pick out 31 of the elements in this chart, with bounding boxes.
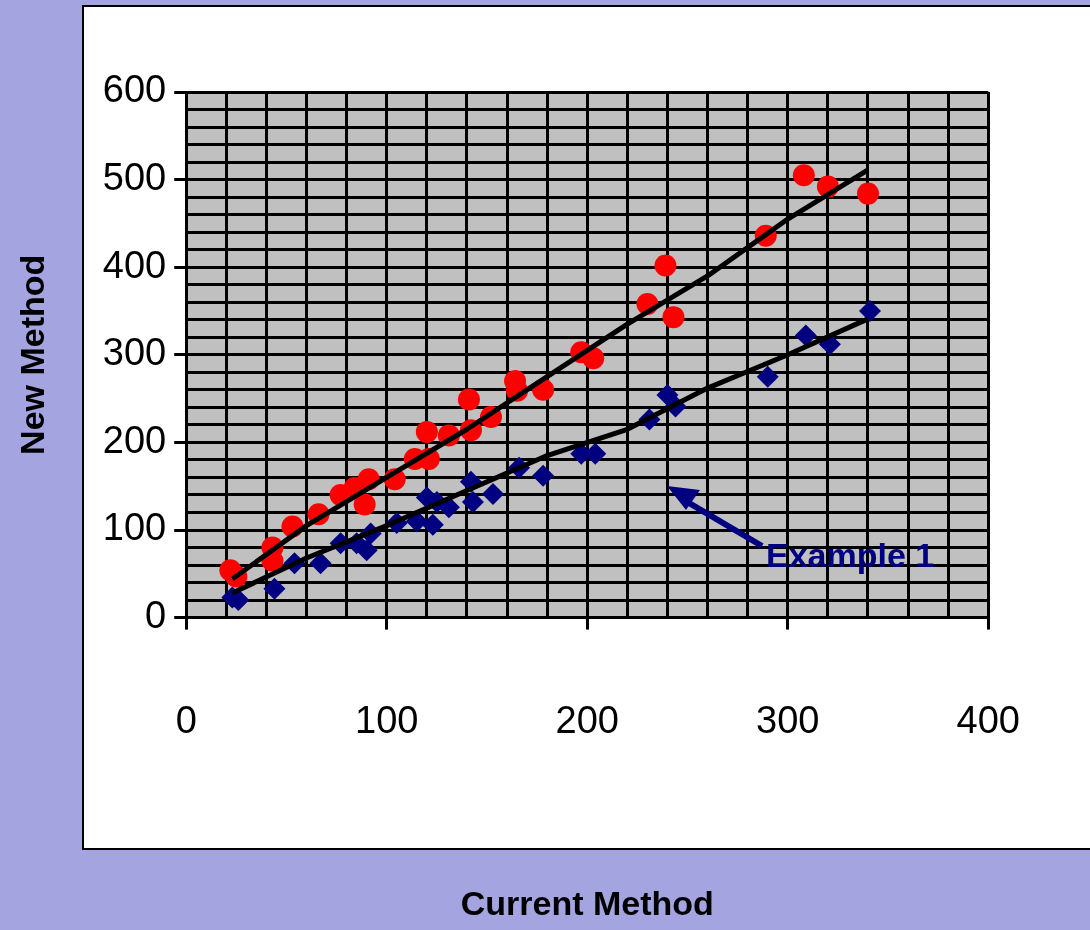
y-axis-title: New Method xyxy=(12,254,51,455)
x-tick-label: 400 xyxy=(956,698,1020,741)
x-tick-label: 200 xyxy=(555,698,619,741)
point xyxy=(756,365,779,388)
point xyxy=(309,552,332,575)
y-tick-label: 0 xyxy=(145,594,167,637)
y-tick-label: 600 xyxy=(102,68,167,111)
x-axis-title: Current Method xyxy=(460,883,714,922)
point xyxy=(794,324,817,347)
point xyxy=(415,420,438,443)
point xyxy=(355,539,378,562)
y-tick-label: 300 xyxy=(102,331,167,374)
point xyxy=(263,577,286,600)
y-tick-label: 500 xyxy=(102,156,167,199)
point xyxy=(856,182,879,205)
point xyxy=(858,300,881,322)
point xyxy=(662,306,685,329)
point xyxy=(654,254,677,277)
point xyxy=(457,388,480,411)
point xyxy=(421,513,444,536)
point xyxy=(353,493,376,516)
x-tick-label: 0 xyxy=(175,698,197,741)
x-tick-label: 100 xyxy=(355,698,419,741)
point xyxy=(461,490,484,513)
y-tick-label: 100 xyxy=(102,506,167,549)
y-tick-label: 400 xyxy=(102,243,167,286)
point xyxy=(792,164,815,187)
x-tick-label: 300 xyxy=(756,698,820,741)
point xyxy=(532,464,555,487)
y-tick-label: 200 xyxy=(102,418,167,461)
point xyxy=(482,483,504,506)
